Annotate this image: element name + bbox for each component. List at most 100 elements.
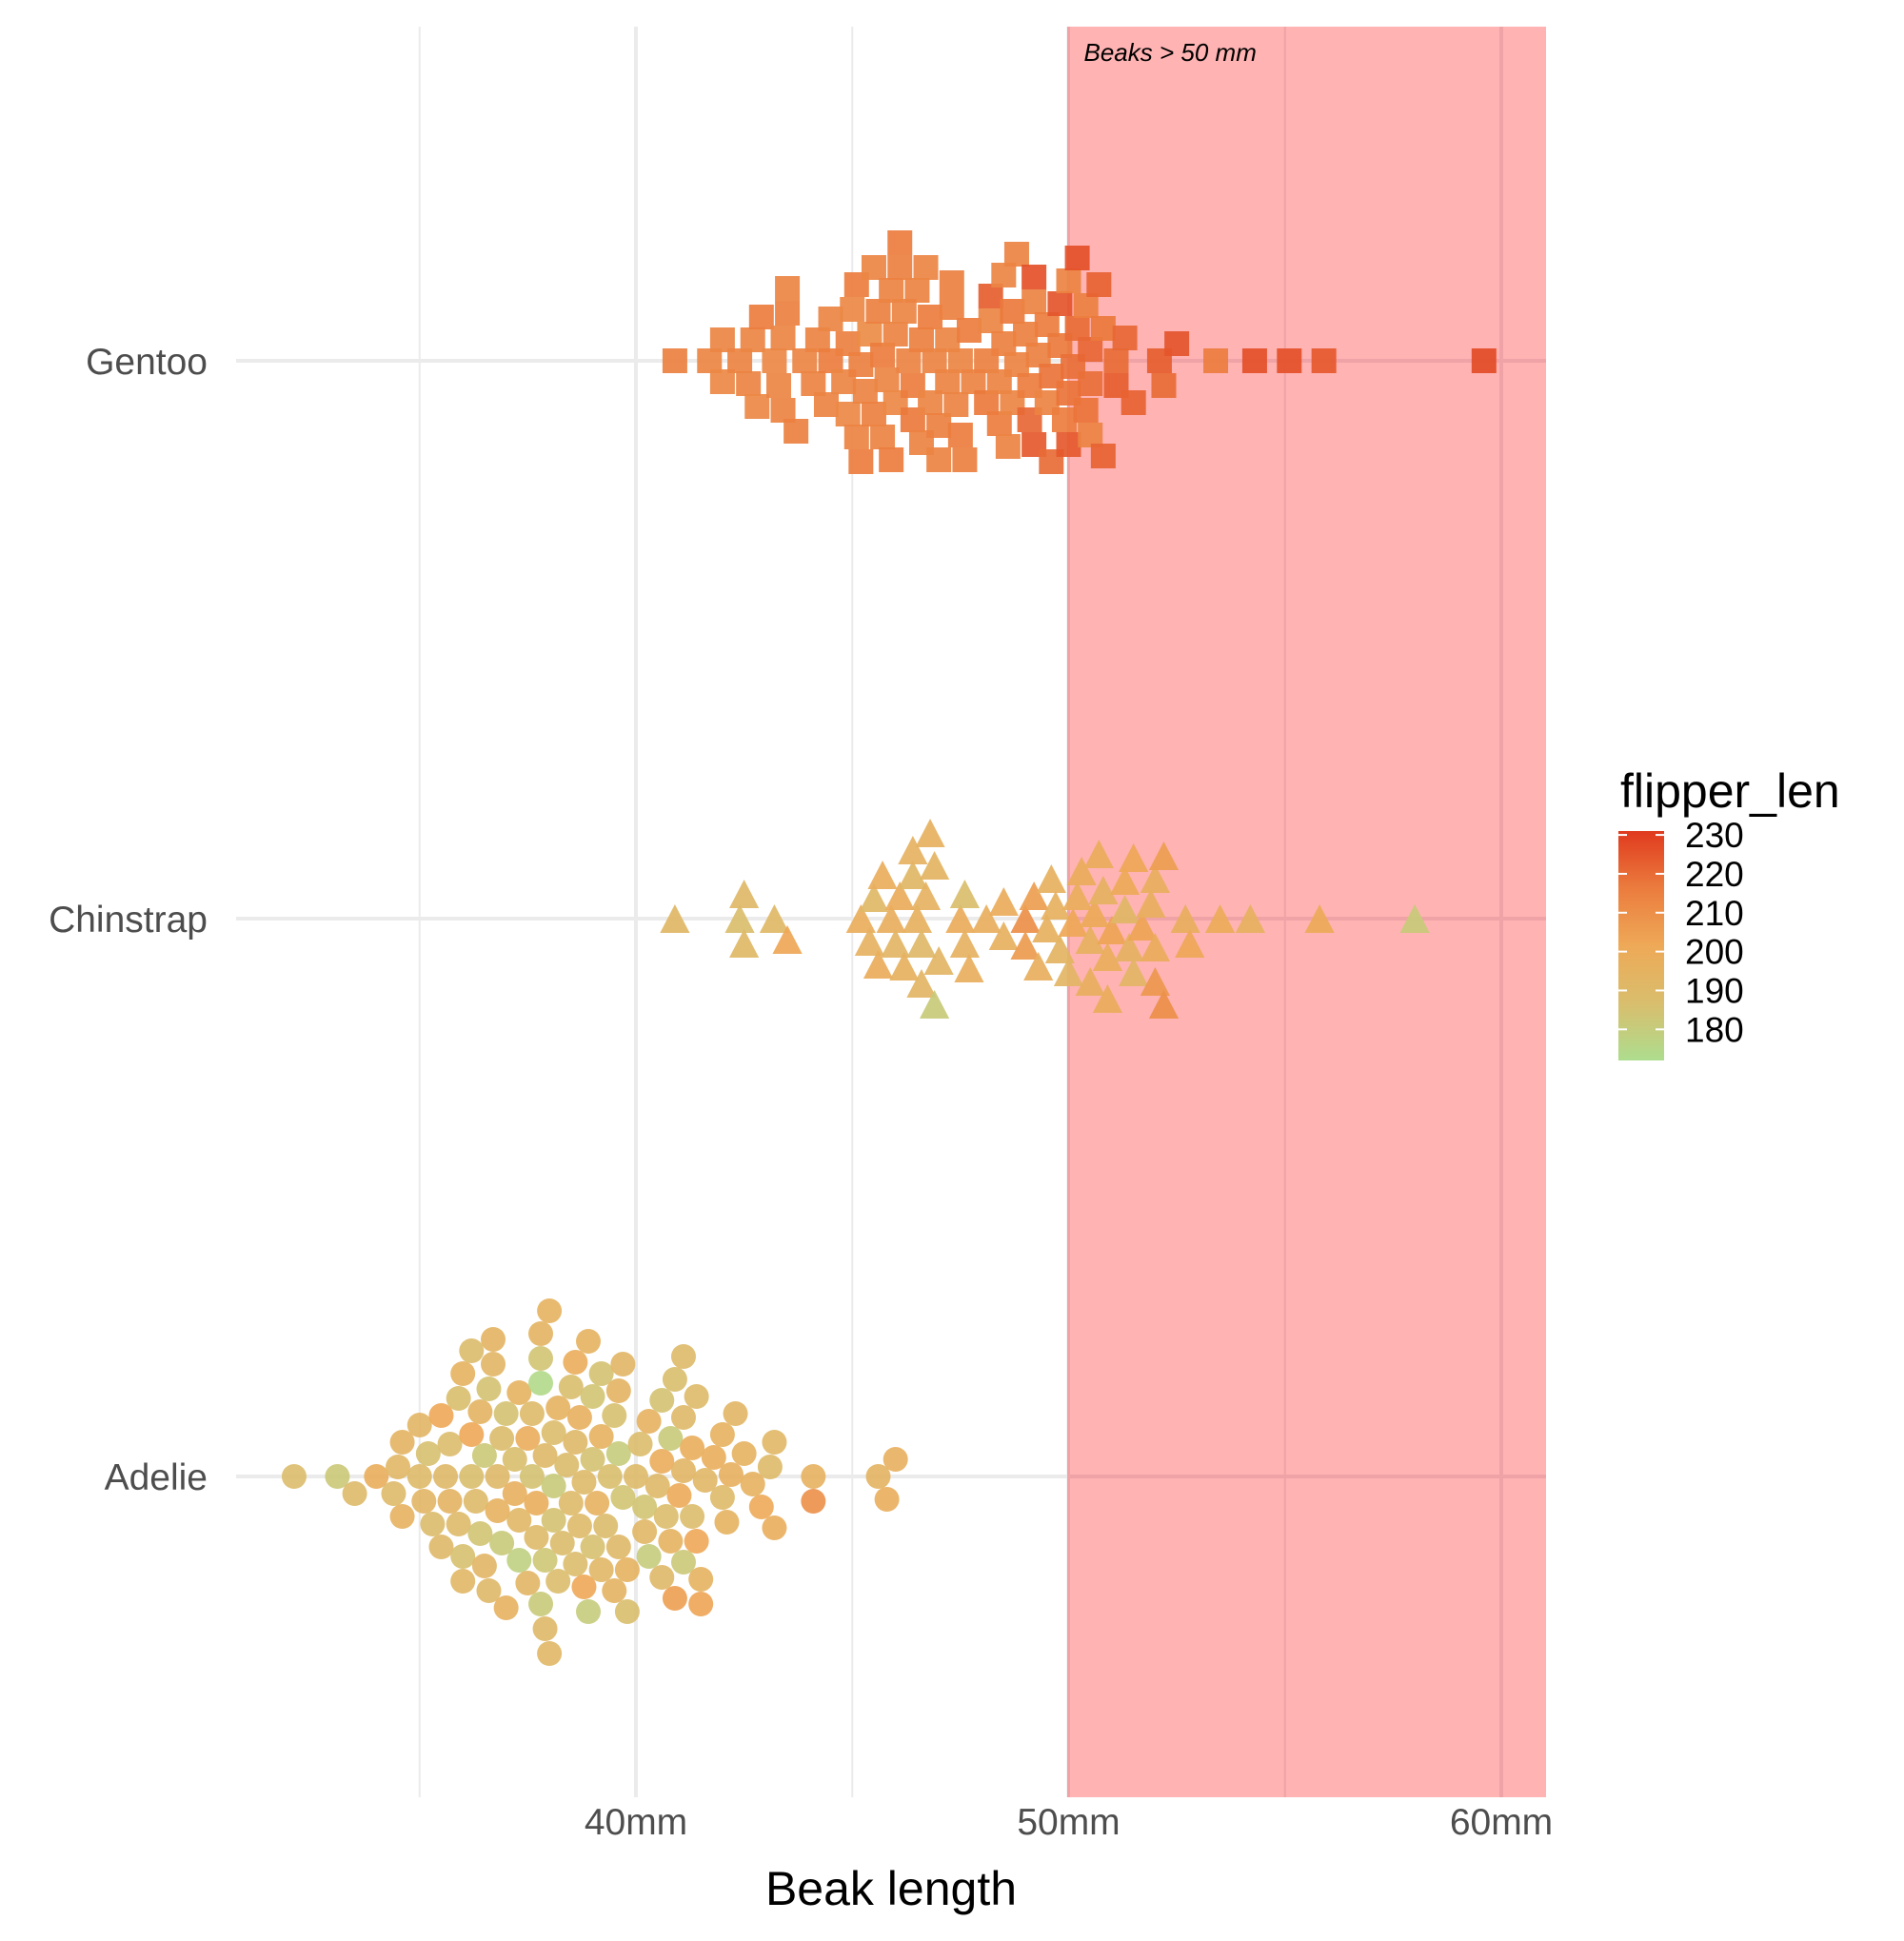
point-adelie <box>576 1599 602 1624</box>
point-gentoo <box>922 348 947 373</box>
point-adelie <box>489 1426 515 1451</box>
point-adelie <box>605 1535 631 1559</box>
point-gentoo <box>1073 293 1099 318</box>
point-chinstrap <box>1092 984 1123 1013</box>
point-adelie <box>528 1321 554 1346</box>
point-gentoo <box>1047 291 1073 316</box>
point-adelie <box>865 1464 891 1489</box>
legend-tick-label: 200 <box>1685 933 1744 972</box>
point-gentoo <box>943 392 969 417</box>
point-adelie <box>554 1453 580 1477</box>
point-adelie <box>610 1485 636 1510</box>
legend-tick-label: 210 <box>1685 894 1744 933</box>
point-adelie <box>688 1567 714 1592</box>
point-chinstrap <box>898 861 928 889</box>
point-chinstrap <box>945 904 976 933</box>
point-adelie <box>645 1474 670 1498</box>
point-adelie <box>666 1483 692 1508</box>
point-chinstrap <box>971 904 1002 933</box>
point-adelie <box>459 1422 485 1447</box>
point-adelie <box>541 1508 566 1533</box>
point-chinstrap <box>854 927 885 956</box>
point-gentoo <box>804 327 830 352</box>
point-chinstrap <box>859 883 889 912</box>
point-gentoo <box>935 369 961 394</box>
point-chinstrap <box>920 851 950 880</box>
point-gentoo <box>986 411 1012 436</box>
point-gentoo <box>1112 326 1138 350</box>
point-adelie <box>680 1504 705 1529</box>
point-chinstrap <box>889 952 920 980</box>
point-adelie <box>325 1464 350 1489</box>
point-adelie <box>658 1426 684 1451</box>
point-gentoo <box>918 390 943 415</box>
point-adelie <box>874 1487 900 1512</box>
point-adelie <box>627 1432 653 1456</box>
x-tick-label: 50mm <box>1017 1802 1120 1843</box>
point-adelie <box>481 1327 506 1352</box>
point-adelie <box>593 1514 619 1538</box>
point-chinstrap <box>1066 857 1097 885</box>
point-adelie <box>762 1430 787 1455</box>
point-adelie <box>614 1557 640 1582</box>
point-gentoo <box>1003 242 1029 267</box>
point-adelie <box>653 1504 679 1529</box>
point-chinstrap <box>724 904 755 933</box>
point-chinstrap <box>1080 899 1110 927</box>
point-adelie <box>446 1512 471 1536</box>
point-adelie <box>576 1329 602 1354</box>
point-gentoo <box>1078 371 1103 396</box>
point-chinstrap <box>660 904 690 933</box>
point-gentoo <box>939 270 964 295</box>
point-chinstrap <box>1061 881 1093 910</box>
point-adelie <box>614 1599 640 1624</box>
point-gentoo <box>883 322 908 347</box>
point-gentoo <box>1021 265 1047 289</box>
point-adelie <box>762 1515 787 1540</box>
point-gentoo <box>1151 373 1177 398</box>
point-adelie <box>389 1430 415 1455</box>
point-gentoo <box>935 327 961 352</box>
point-chinstrap <box>1036 864 1066 893</box>
point-adelie <box>731 1441 757 1466</box>
point-gentoo <box>709 369 735 394</box>
point-gentoo <box>740 327 765 352</box>
point-chinstrap <box>949 929 981 958</box>
point-adelie <box>692 1468 718 1493</box>
point-adelie <box>670 1405 696 1430</box>
point-adelie <box>532 1548 558 1573</box>
point-chinstrap <box>910 881 942 910</box>
point-chinstrap <box>1010 904 1041 933</box>
point-chinstrap <box>954 954 984 982</box>
point-gentoo <box>1051 407 1077 432</box>
point-gentoo <box>926 447 952 472</box>
point-gentoo <box>913 255 939 280</box>
point-chinstrap <box>1109 866 1140 895</box>
point-chinstrap <box>1053 958 1084 986</box>
point-adelie <box>632 1519 658 1544</box>
point-gentoo <box>1090 444 1116 468</box>
point-gentoo <box>879 278 904 303</box>
point-chinstrap <box>729 929 760 958</box>
point-adelie <box>463 1489 488 1514</box>
point-chinstrap <box>1109 895 1140 923</box>
point-chinstrap <box>1032 914 1062 942</box>
point-gentoo <box>870 343 896 367</box>
point-adelie <box>649 1449 675 1474</box>
point-adelie <box>558 1491 584 1515</box>
point-adelie <box>502 1481 527 1506</box>
point-gentoo <box>870 425 896 449</box>
point-adelie <box>718 1462 744 1487</box>
point-chinstrap <box>729 880 760 908</box>
point-gentoo <box>852 379 878 404</box>
point-gentoo <box>727 348 753 373</box>
point-chinstrap <box>915 819 945 847</box>
point-adelie <box>670 1550 696 1575</box>
point-gentoo <box>991 331 1017 356</box>
point-gentoo <box>879 447 904 472</box>
point-gentoo <box>818 307 843 331</box>
point-chinstrap <box>1148 842 1180 870</box>
